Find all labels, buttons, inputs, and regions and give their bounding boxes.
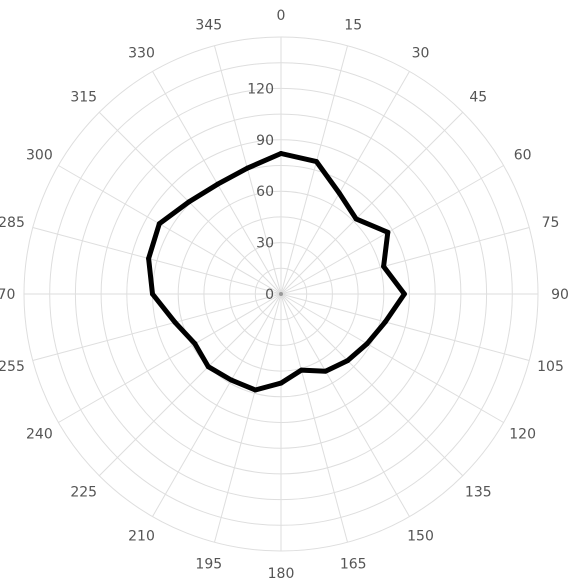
data-point — [323, 368, 329, 374]
angle-tick-label: 105 — [537, 359, 564, 375]
radial-tick-label: 120 — [247, 81, 274, 97]
data-point — [146, 256, 152, 262]
data-point — [156, 221, 162, 227]
grid-spoke — [152, 293, 282, 517]
grid-spoke — [32, 293, 282, 361]
data-point — [244, 165, 250, 171]
data-point — [186, 199, 192, 205]
data-point — [298, 367, 304, 373]
grid-spoke — [280, 45, 348, 295]
radial-tick-label: 0 — [265, 287, 274, 303]
angle-tick-label: 255 — [0, 359, 25, 375]
radial-tick-label: 30 — [256, 236, 274, 252]
data-point — [353, 216, 359, 222]
grid-spoke — [98, 293, 282, 477]
data-point — [278, 380, 284, 386]
radial-tick-label: 60 — [256, 184, 274, 200]
grid-spoke — [280, 71, 410, 295]
data-point — [192, 341, 198, 347]
angle-tick-label: 150 — [407, 529, 434, 545]
angle-tick-label: 0 — [277, 8, 286, 24]
grid-spoke — [280, 293, 464, 477]
data-point — [345, 358, 351, 364]
data-point — [228, 377, 234, 383]
data-point — [172, 319, 178, 325]
grid-spokes — [24, 37, 538, 551]
center-point — [279, 292, 283, 296]
angle-tick-label: 345 — [195, 18, 222, 34]
angle-tick-label: 120 — [509, 427, 536, 443]
grid-spoke — [280, 293, 530, 361]
data-point — [278, 151, 284, 157]
angle-tick-label: 285 — [0, 215, 25, 231]
angle-tick-label: 210 — [128, 529, 155, 545]
data-point — [313, 159, 319, 165]
angle-tick-label: 90 — [551, 287, 569, 303]
grid-spoke — [58, 165, 282, 295]
data-point — [205, 364, 211, 370]
series-layer — [146, 151, 407, 393]
angle-tick-label: 60 — [514, 148, 532, 164]
angle-tick-label: 225 — [70, 484, 97, 500]
grid-spoke — [280, 111, 464, 295]
data-point — [364, 341, 370, 347]
grid-spoke — [280, 293, 504, 423]
angle-tick-label: 195 — [195, 556, 222, 572]
data-point — [252, 387, 258, 393]
data-point — [381, 264, 387, 270]
angle-labels: 0 15 30 45 60 75 90 105 120 135 150 165 180 195 210 225… — [0, 8, 569, 582]
grid-spoke — [280, 165, 504, 295]
angle-tick-label: 75 — [542, 215, 560, 231]
data-point — [401, 291, 407, 297]
grid-spoke — [280, 293, 410, 517]
angle-tick-label: 270 — [0, 287, 15, 303]
angle-tick-label: 45 — [469, 90, 487, 106]
angle-tick-label: 180 — [268, 566, 295, 582]
radial-tick-labels: 0 30 60 90 120 — [247, 81, 274, 303]
data-point — [215, 181, 221, 187]
angle-tick-label: 330 — [128, 45, 155, 61]
data-point — [382, 319, 388, 325]
grid-spoke — [58, 293, 282, 423]
grid-spoke — [280, 227, 530, 295]
angle-tick-label: 165 — [340, 556, 367, 572]
angle-tick-label: 135 — [465, 484, 492, 500]
data-point — [385, 229, 391, 235]
angle-tick-label: 300 — [26, 148, 53, 164]
data-point — [336, 190, 342, 196]
angle-tick-label: 15 — [344, 18, 362, 34]
angle-tick-label: 240 — [26, 427, 53, 443]
angle-tick-label: 315 — [70, 90, 97, 106]
grid-spoke — [214, 293, 282, 543]
grid-spoke — [280, 293, 348, 543]
grid-spoke — [32, 227, 282, 295]
angle-tick-label: 30 — [412, 45, 430, 61]
radial-tick-label: 90 — [256, 133, 274, 149]
series-line — [146, 151, 407, 393]
data-point — [150, 291, 155, 297]
